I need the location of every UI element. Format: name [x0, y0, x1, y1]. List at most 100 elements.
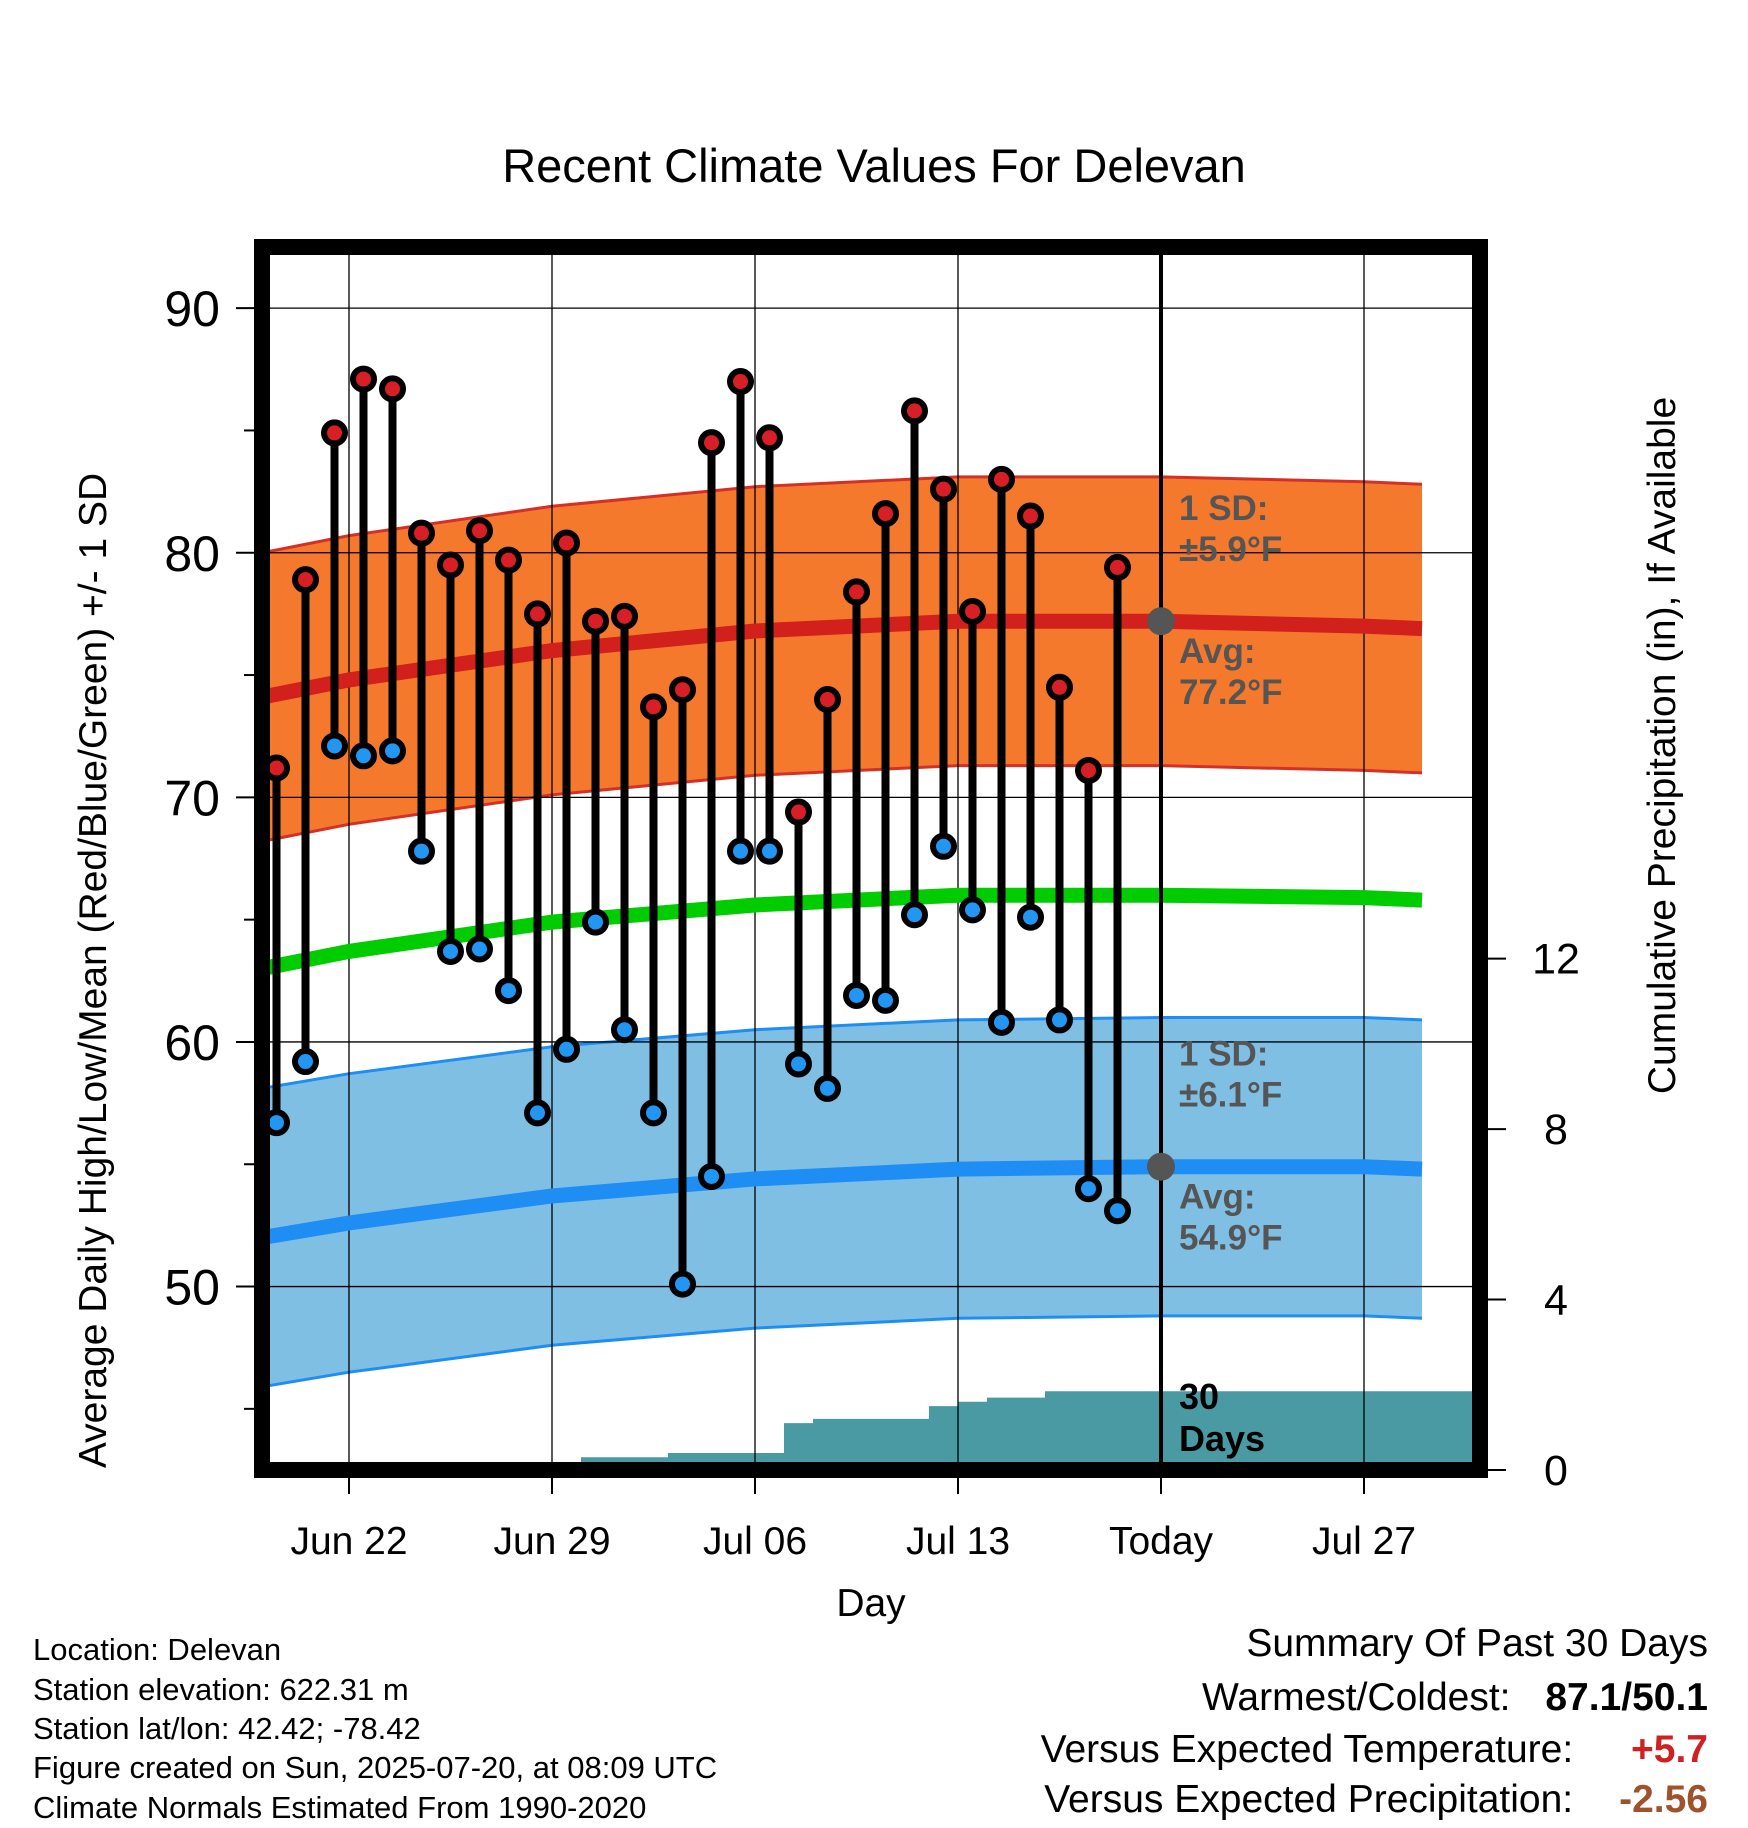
annotation-low-sd-label: 1 SD:	[1179, 1034, 1268, 1073]
y2-tick-label-4: 4	[1544, 1277, 1568, 1325]
axes: Jun 22 Jun 29 Jul 06 Jul 13 Today Jul 27 50 60 7…	[72, 281, 1684, 1625]
y2-tick-label-0: 0	[1544, 1447, 1568, 1495]
warm-cold-value: 87.1/50.1	[1545, 1676, 1708, 1719]
obs-low-2025-07-11	[901, 901, 928, 929]
today-low-avg-marker	[1147, 1152, 1175, 1181]
obs-low-2025-06-27	[495, 977, 522, 1005]
grid-lines	[262, 247, 1480, 1470]
x-tick-label-2025-07-13: Jul 13	[906, 1520, 1010, 1563]
summary-title: Summary Of Past 30 Days	[1246, 1622, 1708, 1665]
y2-axis-label: Cumulative Precipitation (in), If Availa…	[1641, 397, 1684, 1094]
precip-label: Versus Expected Precipitation:	[1044, 1778, 1574, 1821]
obs-high-2025-07-08	[814, 686, 841, 714]
obs-high-2025-06-29	[553, 529, 580, 557]
chart-title: Recent Climate Values For Delevan	[502, 139, 1246, 192]
summary-precip: Versus Expected Precipitation: -2.56	[1044, 1778, 1708, 1822]
y-tick-label-70: 70	[164, 770, 220, 826]
obs-high-2025-06-25	[437, 551, 464, 579]
annotation-high-avg-label: Avg:	[1179, 632, 1255, 671]
x-tick-label-2025-07-06: Jul 06	[703, 1520, 807, 1563]
obs-high-2025-07-17	[1075, 756, 1102, 784]
low-sd-band-lower-edge	[261, 1314, 1423, 1389]
precipitation-area	[262, 1391, 1480, 1470]
obs-low-2025-06-24	[408, 837, 435, 865]
obs-high-2025-07-03	[669, 676, 696, 704]
y-tick-label-50: 50	[164, 1260, 220, 1316]
obs-high-2025-07-14	[988, 465, 1015, 493]
obs-high-2025-07-07	[785, 798, 812, 826]
normal-mean-line	[260, 887, 1423, 976]
annotation-low-avg-value: 54.9°F	[1179, 1219, 1283, 1258]
plot-frame	[254, 239, 1488, 1478]
obs-low-2025-07-17	[1075, 1175, 1102, 1203]
obs-low-2025-07-16	[1046, 1006, 1073, 1034]
obs-high-2025-06-20	[292, 566, 319, 594]
x-tick-label-2025-06-22: Jun 22	[290, 1520, 407, 1563]
annotation-high-sd-value: ±5.9°F	[1179, 530, 1282, 569]
info-location: Location: Delevan	[33, 1632, 282, 1667]
obs-low-2025-06-20	[292, 1048, 319, 1076]
obs-high-2025-07-12	[930, 475, 957, 503]
obs-low-2025-07-08	[814, 1074, 841, 1102]
obs-low-2025-07-18	[1104, 1197, 1131, 1225]
obs-high-2025-06-28	[524, 600, 551, 628]
observations	[263, 247, 1175, 1470]
y-tick-label-60: 60	[164, 1015, 220, 1071]
obs-high-2025-07-05	[727, 368, 754, 396]
obs-low-2025-07-13	[959, 896, 986, 924]
obs-high-2025-07-11	[901, 397, 928, 425]
obs-high-2025-06-23	[379, 375, 406, 403]
obs-low-2025-07-04	[698, 1162, 725, 1190]
precip-value: -2.56	[1619, 1778, 1708, 1821]
obs-low-2025-07-10	[872, 986, 899, 1014]
obs-high-2025-07-16	[1046, 673, 1073, 701]
info-normals: Climate Normals Estimated From 1990-2020	[33, 1790, 647, 1825]
precip-cumulative-area	[262, 1391, 1480, 1470]
obs-high-2025-07-04	[698, 429, 725, 457]
today-high-avg-marker	[1147, 607, 1175, 636]
obs-low-2025-07-12	[930, 832, 957, 860]
obs-high-2025-06-30	[582, 607, 609, 635]
obs-high-2025-06-22	[350, 365, 377, 393]
x-tick-label-2025-07-20: Today	[1109, 1520, 1214, 1563]
obs-low-2025-06-28	[524, 1099, 551, 1127]
annotation-high-avg-value: 77.2°F	[1179, 673, 1283, 712]
obs-low-2025-06-26	[466, 935, 493, 963]
obs-high-2025-06-21	[321, 419, 348, 447]
obs-low-2025-07-07	[785, 1050, 812, 1078]
info-elevation: Station elevation: 622.31 m	[33, 1672, 409, 1707]
obs-low-2025-07-15	[1017, 903, 1044, 931]
obs-high-2025-06-27	[495, 546, 522, 574]
obs-high-2025-07-09	[843, 578, 870, 606]
annotation-low-sd-value: ±6.1°F	[1179, 1075, 1282, 1114]
y2-tick-label-8: 8	[1544, 1106, 1568, 1154]
obs-high-2025-07-10	[872, 500, 899, 528]
x-tick-label-2025-07-27: Jul 27	[1312, 1520, 1416, 1563]
y2-tick-label-12: 12	[1532, 936, 1580, 984]
obs-low-2025-06-22	[350, 742, 377, 770]
temp-label: Versus Expected Temperature:	[1040, 1728, 1574, 1771]
normal-low-line	[260, 1159, 1423, 1245]
obs-low-2025-07-06	[756, 837, 783, 865]
obs-high-2025-06-24	[408, 519, 435, 547]
annotation-days-word: Days	[1179, 1418, 1265, 1459]
obs-low-2025-06-21	[321, 732, 348, 760]
obs-high-2025-06-26	[466, 517, 493, 545]
obs-high-2025-07-15	[1017, 502, 1044, 530]
obs-low-2025-06-23	[379, 737, 406, 765]
plot-border	[254, 239, 1488, 1478]
obs-low-2025-07-09	[843, 981, 870, 1009]
obs-high-2025-07-01	[611, 602, 638, 630]
obs-high-2025-07-06	[756, 424, 783, 452]
high-sd-band-upper-edge	[261, 475, 1423, 555]
y-axis-label: Average Daily High/Low/Mean (Red/Blue/Gr…	[72, 473, 115, 1468]
obs-low-2025-06-25	[437, 937, 464, 965]
y-tick-label-80: 80	[164, 526, 220, 582]
summary-temp: Versus Expected Temperature: +5.7	[1041, 1728, 1708, 1772]
warm-cold-label: Warmest/Coldest:	[1202, 1676, 1511, 1719]
obs-high-2025-07-18	[1104, 553, 1131, 581]
x-tick-label-2025-06-29: Jun 29	[493, 1520, 610, 1563]
obs-low-2025-06-30	[582, 908, 609, 936]
